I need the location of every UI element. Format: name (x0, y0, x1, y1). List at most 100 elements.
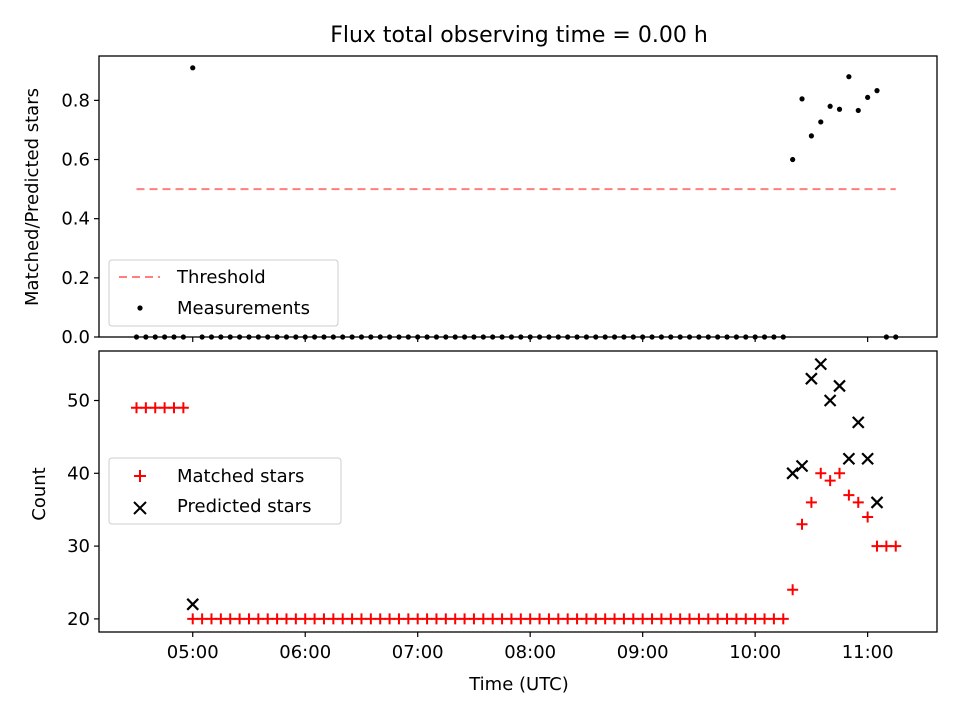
legend-threshold-label: Threshold (176, 267, 266, 288)
bottom-y-tick-label: 50 (67, 391, 90, 412)
matched-point (130, 402, 142, 414)
top-y-tick-label: 0.2 (61, 268, 90, 289)
predicted-point (861, 452, 874, 466)
matched-point (309, 613, 321, 625)
top-plot-marks (133, 65, 899, 340)
measurement-point (865, 94, 871, 101)
matched-point (768, 613, 780, 625)
matched-point (796, 518, 808, 530)
measurement-point (874, 88, 880, 94)
matched-point (646, 613, 658, 625)
x-tick-label: 10:00 (729, 642, 781, 663)
matched-point (580, 613, 592, 625)
matched-point (524, 613, 536, 625)
matched-point (843, 489, 855, 501)
matched-point (590, 613, 602, 625)
bottom-y-ticks: 20 30 40 50 (67, 391, 99, 630)
top-legend-box (108, 259, 339, 327)
x-axis-label: Time (UTC) (468, 674, 569, 695)
bottom-axes-frame (98, 350, 938, 633)
matched-point (852, 496, 864, 508)
matched-point (215, 613, 227, 625)
bottom-y-tick-label: 20 (67, 609, 90, 630)
predicted-point (842, 452, 856, 466)
matched-point (684, 613, 696, 625)
matched-point (505, 613, 517, 625)
top-legend: Threshold Measurements (108, 259, 339, 327)
legend-measurements-label: Measurements (177, 298, 310, 319)
x-tick-label: 06:00 (279, 642, 331, 663)
matched-point (280, 613, 292, 625)
matched-point (468, 613, 480, 625)
matched-point (834, 467, 846, 479)
legend-matched-swatch (134, 470, 146, 482)
matched-point (815, 467, 827, 479)
matched-point (355, 613, 367, 625)
predicted-point (823, 394, 837, 407)
matched-point (487, 613, 499, 625)
x-tick-label: 08:00 (504, 642, 556, 663)
matched-point (430, 613, 442, 625)
x-tick-label: 09:00 (617, 642, 669, 663)
bottom-x-ticks: 05:00 06:00 07:00 08:00 09:00 10:00 11:00 (167, 632, 894, 663)
matched-point (374, 613, 386, 625)
matched-point (871, 540, 883, 552)
predicted-point (870, 496, 884, 509)
predicted-point (814, 357, 828, 371)
predicted-point (786, 467, 799, 480)
matched-point (740, 613, 752, 625)
matched-point (730, 613, 742, 625)
matched-point (712, 613, 724, 625)
matched-point (318, 613, 330, 625)
matched-point (562, 613, 574, 625)
legend-predicted-label: Predicted stars (177, 496, 311, 517)
bottom-y-tick-label: 30 (67, 536, 90, 557)
x-tick-label: 05:00 (167, 642, 219, 663)
matched-point (177, 402, 189, 414)
top-axes-frame (98, 55, 938, 338)
matched-point (665, 613, 677, 625)
predicted-point (851, 416, 865, 429)
predicted-point (795, 459, 809, 473)
measurement-point (818, 119, 824, 125)
matched-point (627, 613, 639, 625)
bottom-y-tick-label: 40 (67, 463, 90, 484)
matched-point (637, 613, 649, 625)
matched-point (243, 613, 255, 625)
matched-point (299, 613, 311, 625)
top-y-tick-label: 0.8 (61, 90, 90, 111)
matched-point (749, 613, 761, 625)
matched-point (552, 613, 564, 625)
matched-point (824, 475, 836, 487)
matched-point (234, 613, 246, 625)
matched-point (421, 613, 433, 625)
top-panel: 0.00.20.40.60.8 Matched/Predicted stars … (22, 55, 938, 348)
matched-point (515, 613, 527, 625)
matched-point (721, 613, 733, 625)
measurement-point (855, 107, 861, 114)
bottom-panel: 20 30 40 50 05:00 06:00 07:00 08:00 09:00 10:00 1… (29, 350, 938, 695)
matched-point (337, 613, 349, 625)
measurement-point (836, 106, 843, 112)
predicted-point (833, 379, 846, 393)
matched-point (140, 402, 152, 414)
measurement-point (827, 103, 833, 109)
measurement-point (846, 74, 852, 80)
matched-point (609, 613, 621, 625)
matched-point (702, 613, 714, 625)
top-y-tick-label: 0.0 (61, 327, 90, 348)
matched-point (224, 613, 236, 625)
matched-point (327, 613, 339, 625)
matched-point (440, 613, 452, 625)
legend-predicted-swatch (133, 501, 147, 515)
matched-point (449, 613, 461, 625)
matched-point (262, 613, 274, 625)
matched-point (674, 613, 686, 625)
top-y-tick-label: 0.6 (61, 150, 90, 171)
matched-point (496, 613, 508, 625)
matched-point (290, 613, 302, 625)
matched-point (271, 613, 283, 625)
matched-point (168, 402, 180, 414)
